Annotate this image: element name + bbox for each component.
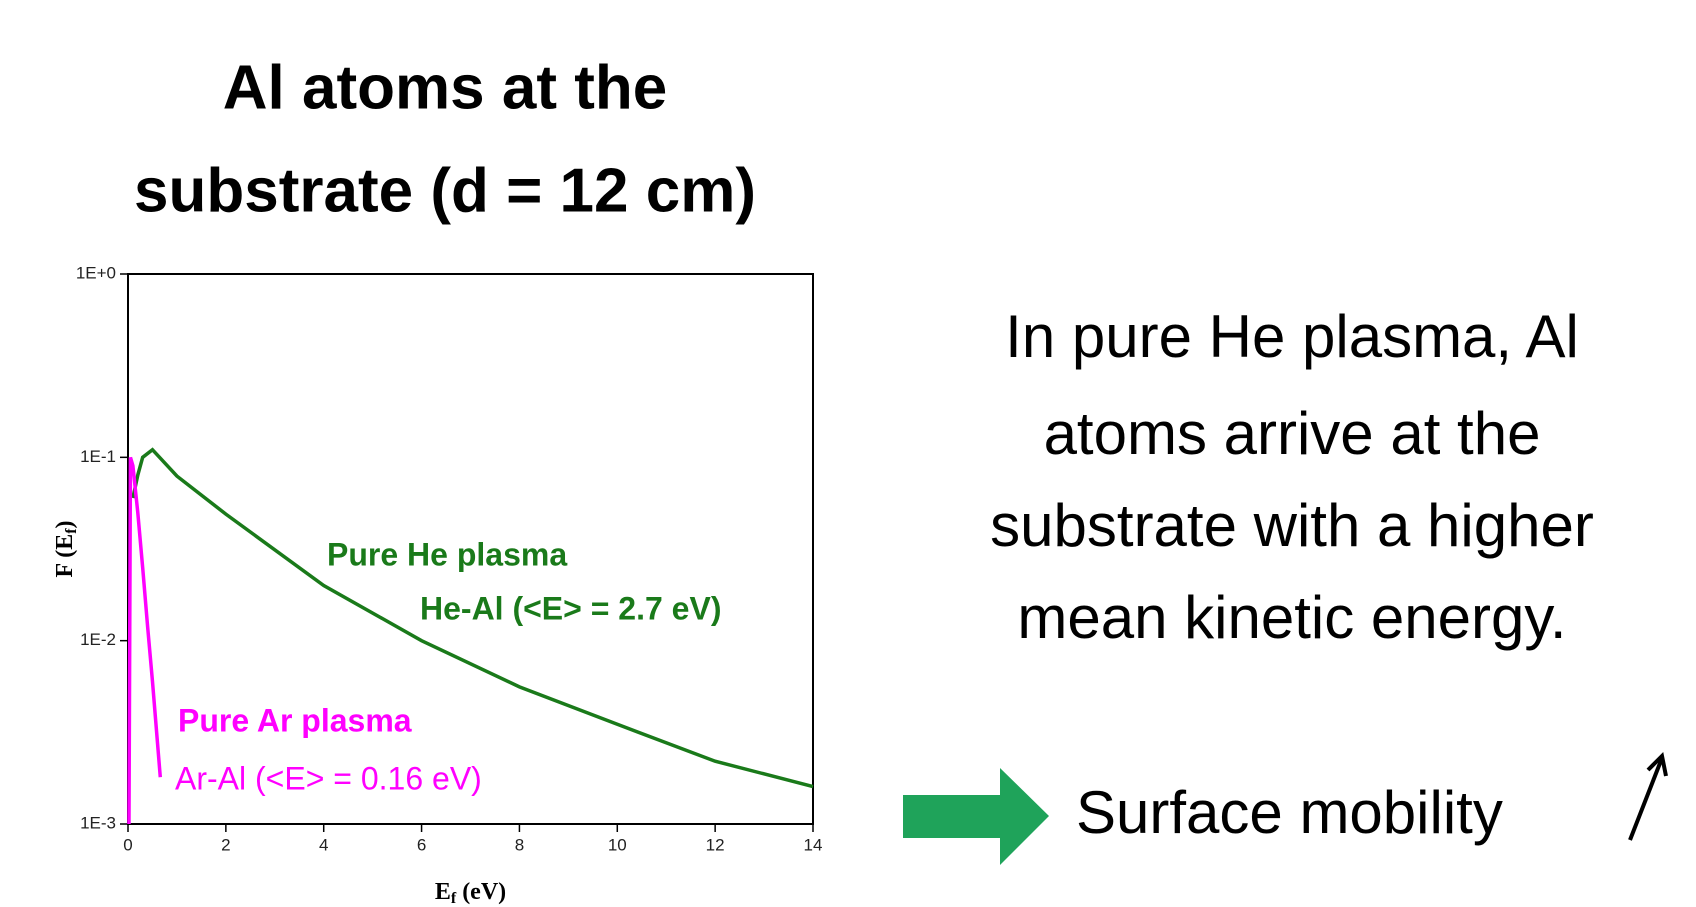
y-axis-label-end: ) bbox=[52, 520, 78, 528]
annotation: Pure Ar plasma bbox=[178, 702, 412, 738]
x-tick-label: 14 bbox=[804, 835, 823, 854]
x-axis-label-sub: f bbox=[451, 890, 457, 907]
x-axis-label-main: E bbox=[435, 879, 451, 905]
y-tick-label: 1E-1 bbox=[80, 447, 116, 466]
body-text: substrate with a higher bbox=[990, 492, 1594, 559]
series-line bbox=[131, 447, 814, 789]
body-text: In pure He plasma, Al bbox=[1005, 303, 1579, 370]
x-axis-label: Ef (eV) bbox=[435, 879, 506, 907]
x-tick-label: 8 bbox=[515, 835, 524, 854]
conclusion: Surface mobility bbox=[1076, 779, 1503, 846]
x-tick-label: 4 bbox=[319, 835, 328, 854]
x-tick-label: 12 bbox=[706, 835, 725, 854]
body-text: mean kinetic energy. bbox=[1017, 584, 1566, 651]
plot-frame bbox=[127, 273, 814, 825]
y-tick-label: 1E-2 bbox=[80, 630, 116, 649]
up-arrow bbox=[1628, 751, 1668, 841]
y-tick-label: 1E+0 bbox=[76, 263, 116, 282]
title: Al atoms at the bbox=[223, 53, 667, 122]
y-axis-label-sub: f bbox=[63, 528, 80, 534]
legend-label: Ar-Al (<E> = 0.16 eV) bbox=[175, 760, 482, 796]
y-axis-label: F (Ef) bbox=[52, 520, 80, 577]
y-axis-label-main: F (E bbox=[52, 534, 78, 578]
annotation: Pure He plasma bbox=[327, 536, 567, 572]
x-axis-label-end: (eV) bbox=[456, 879, 506, 905]
title: substrate (d = 12 cm) bbox=[134, 156, 756, 225]
series-line bbox=[127, 456, 163, 825]
block-arrow bbox=[903, 768, 1049, 865]
y-tick-label: 1E-3 bbox=[80, 813, 116, 832]
x-tick-label: 10 bbox=[608, 835, 627, 854]
x-tick-label: 6 bbox=[417, 835, 426, 854]
legend-label: He-Al (<E> = 2.7 eV) bbox=[420, 590, 721, 626]
x-tick-label: 2 bbox=[221, 835, 230, 854]
x-tick-label: 0 bbox=[123, 835, 132, 854]
body-text: atoms arrive at the bbox=[1044, 400, 1541, 467]
